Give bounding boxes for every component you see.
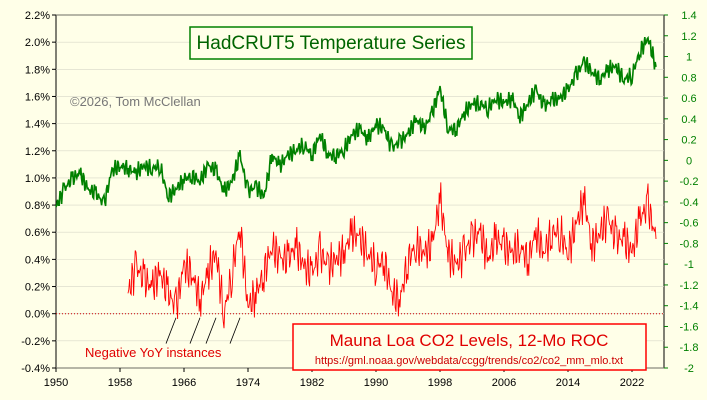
left-tick-label: 1.2% [25, 146, 50, 158]
right-axis-ticks: 1.4 1.2 1 0.8 0.6 0.4 0.2 0 -0.2 -0.4 -0.6 -0.8 -1 -1… [664, 10, 698, 375]
left-tick-label: 0.2% [25, 282, 50, 294]
annotation-arrow [189, 317, 201, 344]
left-tick-label: 1.6% [25, 91, 50, 103]
right-tick-label: 0.2 [681, 135, 696, 147]
right-tick-label: -1.4 [680, 301, 699, 313]
left-tick-label: 1.8% [25, 64, 50, 76]
left-axis-ticks: 2.2% 2.0% 1.8% 1.6% 1.4% 1.2% 1.0% 0.8% 0.6% 0.4%… [21, 10, 56, 375]
x-tick-label: 1998 [428, 377, 452, 389]
left-tick-label: 0.4% [25, 254, 50, 266]
left-tick-label: 0.6% [25, 227, 50, 239]
right-tick-label: -0.2 [680, 176, 699, 188]
annotation-arrow [165, 317, 177, 344]
x-tick-label: 1990 [364, 377, 388, 389]
series-lines [55, 35, 657, 329]
right-tick-label: 0.4 [681, 114, 696, 126]
temperature-title-box [189, 26, 473, 60]
right-tick-label: 1 [686, 52, 692, 64]
x-tick-label: 1982 [300, 377, 324, 389]
x-tick-label: 1950 [44, 377, 68, 389]
right-tick-label: 0 [686, 155, 692, 167]
right-tick-label: -2 [684, 363, 694, 375]
x-tick-label: 2014 [556, 377, 580, 389]
right-tick-label: 0.8 [681, 72, 696, 84]
left-tick-label: 2.2% [25, 10, 50, 22]
temperature-title: HadCRUT5 Temperature Series [197, 33, 466, 54]
annotation-arrows [165, 317, 241, 344]
left-tick-label: -0.2% [21, 336, 50, 348]
right-tick-label: -0.6 [680, 218, 699, 230]
x-tick-label: 1966 [172, 377, 196, 389]
co2-title: Mauna Loa CO2 Levels, 12-Mo ROC [330, 331, 609, 350]
right-tick-label: -1 [684, 259, 694, 271]
left-tick-label: 1.4% [25, 119, 50, 131]
left-tick-label: 1.0% [25, 173, 50, 185]
x-tick-label: 2006 [492, 377, 516, 389]
x-tick-label: 1974 [236, 377, 260, 389]
left-tick-label: -0.4% [21, 363, 50, 375]
right-tick-label: -1.2 [680, 280, 699, 292]
negative-yoy-annotation: Negative YoY instances [85, 345, 222, 360]
annotation-arrow [229, 317, 241, 344]
right-tick-label: -0.8 [680, 238, 699, 250]
left-tick-label: 0.0% [25, 309, 50, 321]
left-tick-label: 0.8% [25, 200, 50, 212]
right-tick-label: -0.4 [680, 197, 699, 209]
annotation-arrow [205, 317, 217, 344]
plot-area [55, 14, 665, 369]
right-tick-label: -1.6 [680, 321, 699, 333]
right-tick-label: -1.8 [680, 342, 699, 354]
co2-roc-series-line [127, 182, 657, 329]
left-tick-label: 2.0% [25, 37, 50, 49]
copyright: ©2026, Tom McClellan [70, 94, 201, 109]
right-tick-label: 1.4 [681, 10, 696, 22]
temperature-series-line [55, 35, 657, 208]
x-tick-label: 2022 [620, 377, 644, 389]
x-axis-ticks: 1950 1958 1966 1974 1982 1990 1998 2006 2014 2022 [44, 368, 644, 389]
right-tick-label: 1.2 [681, 31, 696, 43]
source-url: https://gml.noaa.gov/webdata/ccgg/trends… [315, 355, 623, 367]
right-tick-label: 0.6 [681, 93, 696, 105]
co2-title-box [292, 323, 647, 371]
x-tick-label: 1958 [108, 377, 132, 389]
